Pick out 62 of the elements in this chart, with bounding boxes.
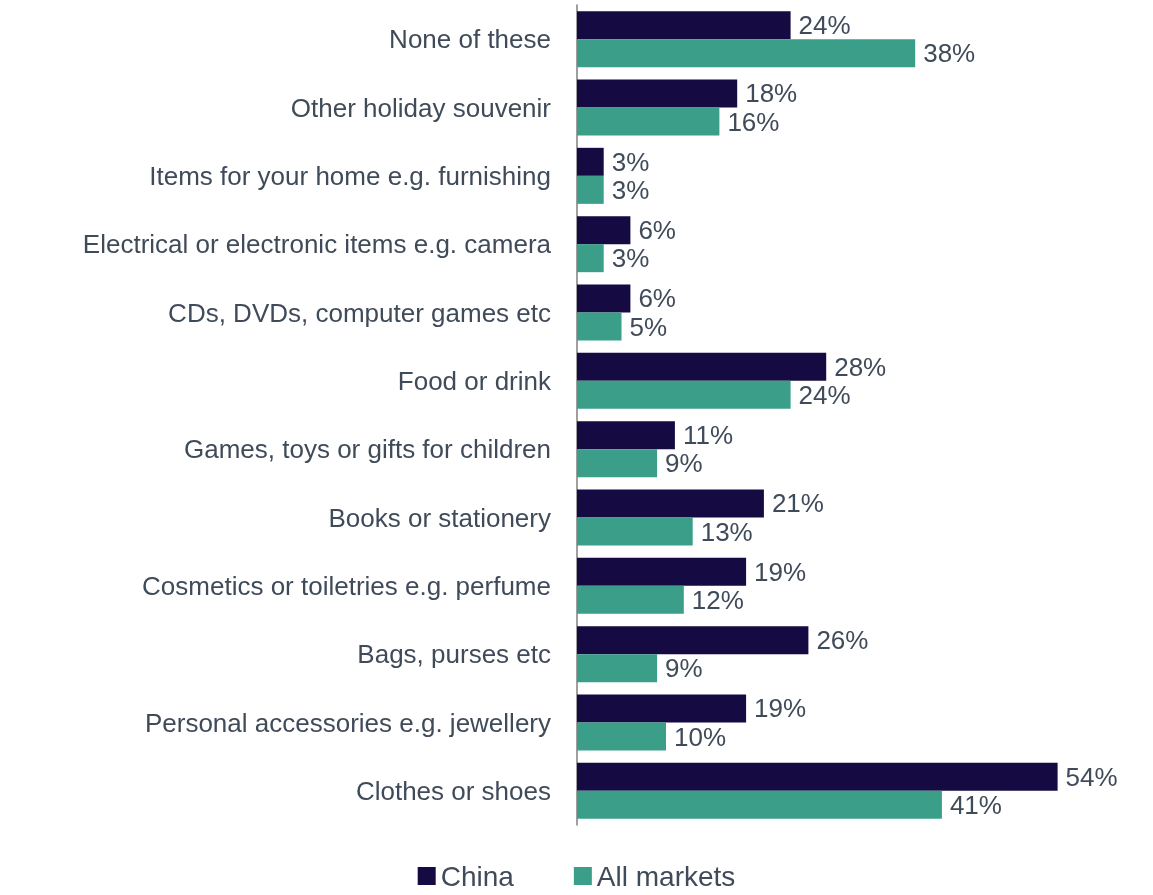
bar (577, 312, 622, 341)
y-tick-label: Items for your home e.g. furnishing (149, 160, 551, 191)
data-label: 18% (745, 78, 798, 109)
data-label: 9% (665, 653, 703, 684)
data-label: 26% (816, 625, 869, 656)
y-tick-label: Games, toys or gifts for children (183, 434, 551, 465)
bar (577, 517, 693, 546)
bar (577, 449, 658, 478)
data-label: 19% (754, 693, 807, 724)
data-label: 54% (1065, 761, 1118, 792)
bar (577, 352, 827, 381)
data-label: 16% (727, 106, 780, 137)
data-label: 38% (923, 38, 976, 69)
y-tick-label: Clothes or shoes (355, 775, 551, 806)
bar (577, 107, 720, 136)
data-label: 19% (754, 556, 807, 587)
bar (577, 790, 942, 819)
y-tick-label: Bags, purses etc (357, 639, 551, 670)
bar (577, 11, 791, 40)
bar (577, 39, 916, 68)
y-tick-label: Personal accessories e.g. jewellery (144, 707, 551, 738)
bar (577, 694, 747, 723)
y-tick-label: Electrical or electronic items e.g. camera (82, 229, 552, 260)
data-label: 13% (700, 516, 753, 547)
data-label: 21% (771, 488, 824, 519)
bar (577, 421, 675, 450)
bar (577, 557, 747, 586)
legend-label: All markets (596, 860, 736, 892)
data-label: 12% (691, 584, 744, 615)
data-label: 41% (949, 789, 1002, 820)
data-label: 24% (798, 379, 851, 410)
y-tick-label: None of these (389, 24, 551, 55)
data-label: 3% (611, 146, 650, 177)
data-label: 3% (611, 174, 650, 205)
data-label: 10% (674, 721, 727, 752)
bar (577, 244, 604, 273)
data-label: 3% (611, 243, 650, 274)
bar (577, 380, 791, 409)
bar (577, 175, 604, 204)
bar (577, 762, 1058, 791)
data-label: 9% (665, 448, 703, 479)
data-label: 11% (682, 420, 734, 451)
data-label: 6% (638, 215, 676, 246)
bar (577, 79, 738, 108)
legend-label: China (440, 860, 515, 892)
data-label: 5% (629, 311, 668, 342)
bar (577, 654, 658, 683)
data-label: 6% (638, 283, 676, 314)
y-tick-label: CDs, DVDs, computer games etc (168, 297, 551, 328)
y-tick-label: Books or stationery (328, 502, 551, 533)
bar (577, 489, 764, 518)
data-label: 28% (834, 351, 887, 382)
bar (577, 147, 604, 176)
bar (577, 216, 631, 245)
bar (577, 722, 666, 751)
y-tick-label: Other holiday souvenir (290, 92, 552, 123)
data-label: 24% (798, 10, 851, 41)
bar (577, 585, 684, 614)
bar (577, 284, 631, 313)
y-tick-label: Food or drink (397, 365, 552, 396)
bar (577, 626, 809, 655)
y-tick-label: Cosmetics or toiletries e.g. perfume (142, 570, 551, 601)
